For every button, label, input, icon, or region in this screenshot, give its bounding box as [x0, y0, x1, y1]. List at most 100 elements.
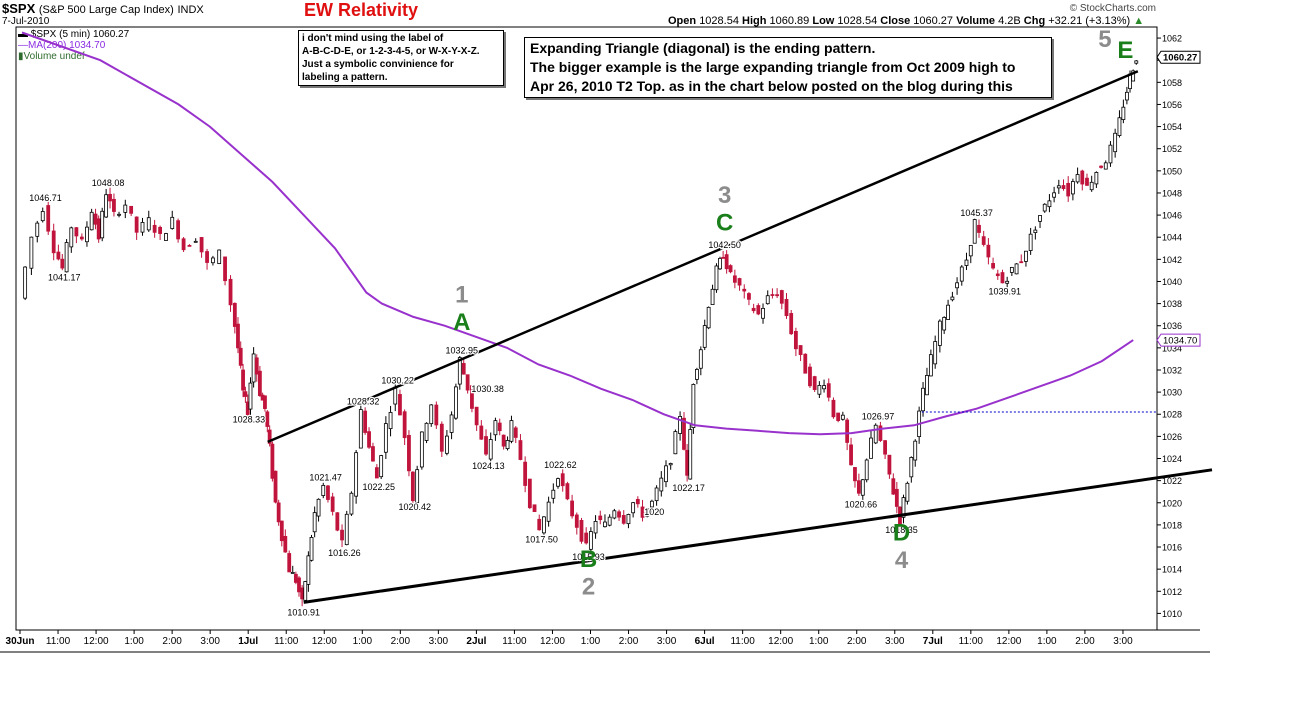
candle-body: [925, 375, 929, 396]
candle-body: [287, 553, 292, 573]
candle-body: [551, 489, 556, 499]
legend-volume-icon: ▮: [18, 51, 24, 62]
candle-body: [955, 282, 959, 289]
candle-body: [678, 416, 682, 434]
candle-body: [1085, 177, 1089, 186]
price-label: 1021.47: [309, 472, 342, 482]
price-label: 1017.50: [525, 534, 558, 544]
candle-body: [1005, 280, 1010, 284]
candle-body: [779, 290, 784, 304]
last-price-tag-text: 1060.27: [1163, 53, 1197, 64]
price-label: 1028.32: [347, 397, 380, 407]
price-label: 1042.50: [708, 240, 741, 250]
legend-ma-swatch: —: [18, 40, 28, 51]
candle-body: [1009, 267, 1014, 273]
candle-body: [793, 330, 798, 350]
price-label: 1022.62: [544, 460, 577, 470]
plot-frame: [15, 26, 1158, 631]
candle-body: [626, 514, 631, 525]
candle-body: [928, 354, 933, 377]
candle-body: [108, 193, 112, 202]
y-tick-label: 1012: [1162, 587, 1182, 597]
candle-body: [354, 452, 359, 497]
candle-body: [367, 431, 371, 448]
candle-body: [826, 383, 831, 398]
candle-body: [300, 587, 305, 600]
ma-value-tag-text: 1034.70: [1163, 336, 1197, 347]
wave-number-label: 3: [718, 182, 731, 209]
candle-body: [991, 263, 995, 269]
candle-body: [640, 506, 645, 518]
y-tick-label: 1052: [1162, 144, 1182, 154]
candle-body: [501, 434, 506, 447]
candle-body: [46, 205, 51, 232]
price-label: 1022.17: [672, 483, 705, 493]
close-label: Close: [880, 15, 911, 27]
y-tick-label: 1062: [1162, 34, 1182, 44]
candle-body: [831, 399, 836, 418]
candle-body: [617, 511, 621, 518]
volume-label: Volume: [956, 15, 996, 27]
high-label: High: [742, 15, 767, 27]
candle-body: [869, 437, 873, 459]
candle-body: [808, 366, 812, 387]
candle-body: [1033, 229, 1038, 234]
price-label: 1022.25: [363, 482, 396, 492]
candle-body: [251, 353, 256, 383]
candle-body: [706, 306, 711, 329]
candle-body: [303, 581, 308, 601]
candle-body: [631, 502, 636, 514]
candle-body: [942, 317, 947, 331]
candle-body: [74, 227, 79, 237]
candle-body: [228, 278, 233, 306]
candle-body: [407, 435, 411, 472]
candle-body: [297, 577, 301, 593]
candle-body: [117, 213, 121, 216]
candle-body: [933, 341, 938, 365]
candle-body: [241, 369, 245, 391]
candle-body: [1089, 181, 1094, 191]
candle-body: [860, 479, 865, 496]
low-value: 1028.54: [837, 15, 878, 27]
y-tick-label: 1040: [1162, 277, 1182, 287]
candle-body: [901, 497, 906, 518]
candle-body: [100, 210, 105, 239]
x-tick-label: 1:00: [809, 636, 829, 647]
candle-body: [344, 513, 349, 546]
wave-letter-label: B: [580, 546, 597, 573]
candle-body: [449, 414, 454, 433]
candle-body: [232, 302, 237, 327]
candle-body: [497, 422, 502, 432]
price-label: 1048.08: [92, 178, 125, 188]
x-tick-label: 2:00: [391, 636, 411, 647]
candle-body: [402, 411, 407, 439]
candle-body: [1131, 70, 1136, 82]
x-tick-label: 7Jul: [923, 636, 943, 647]
y-tick-label: 1036: [1162, 321, 1182, 331]
candle-body: [756, 305, 761, 315]
open-label: Open: [668, 15, 697, 27]
candle-body: [1075, 174, 1080, 183]
candle-body: [488, 439, 493, 460]
x-tick-label: 2:00: [847, 636, 867, 647]
legend-price: ▬ $SPX (5 min) 1060.27: [18, 29, 130, 40]
x-tick-label: 11:00: [959, 636, 984, 647]
low-label: Low: [812, 15, 835, 27]
candle-body: [263, 395, 267, 409]
ma-value-tag: 1034.70: [1156, 333, 1201, 347]
candle-body: [588, 531, 593, 550]
candle-body: [836, 412, 841, 421]
candle-body: [812, 376, 817, 390]
y-tick-label: 1058: [1162, 78, 1182, 88]
candle-body: [702, 325, 707, 348]
candle-body: [537, 518, 542, 531]
ew-title: EW Relativity: [304, 0, 419, 20]
candle-body: [721, 257, 726, 259]
candle-body: [986, 244, 991, 258]
candle-body: [60, 258, 65, 269]
candle-body: [484, 436, 488, 455]
wave-letter-label: A: [453, 309, 470, 336]
chg-value: +32.21 (+3.13%): [1048, 15, 1131, 27]
candle-body: [164, 233, 168, 241]
candle-body: [238, 347, 243, 366]
